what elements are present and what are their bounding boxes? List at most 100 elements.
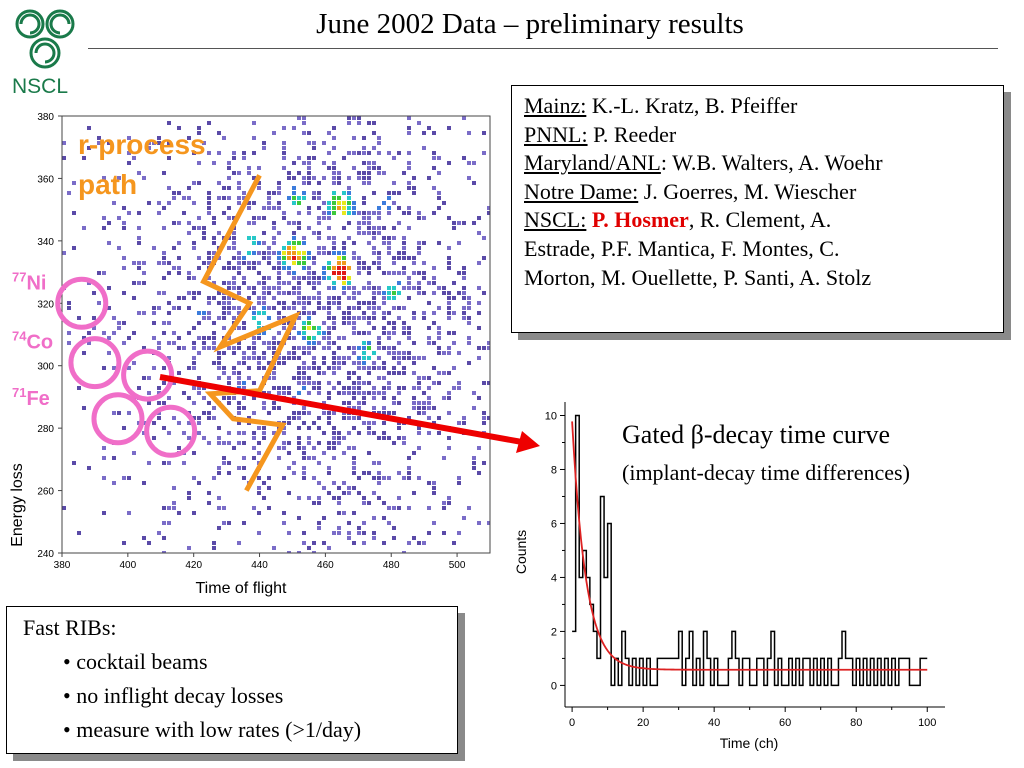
heatmap-cell (392, 411, 396, 415)
heatmap-cell (372, 121, 376, 125)
heatmap-cell (252, 121, 256, 125)
heatmap-cell (437, 191, 441, 195)
heatmap-cell (102, 446, 106, 450)
heatmap-cell (312, 141, 316, 145)
heatmap-cell (152, 436, 156, 440)
heatmap-cell (472, 406, 476, 410)
heatmap-cell (182, 211, 186, 215)
heatmap-cell (192, 246, 196, 250)
heatmap-cell (197, 226, 201, 230)
heatmap-cell (252, 201, 256, 205)
heatmap-cell (407, 161, 411, 165)
heatmap-cell (242, 381, 246, 385)
heatmap-cell (307, 166, 311, 170)
heatmap-cell (202, 226, 206, 230)
heatmap-cell (202, 346, 206, 350)
heatmap-cell (407, 356, 411, 360)
heatmap-cell (447, 261, 451, 265)
heatmap-cell (362, 531, 366, 535)
heatmap-cell (222, 266, 226, 270)
heatmap-cell (162, 536, 166, 540)
names-text: K.-L. Kratz, B. Pfeiffer (586, 93, 798, 118)
heatmap-cell (122, 206, 126, 210)
heatmap-cell (357, 316, 361, 320)
heatmap-cell (362, 401, 366, 405)
heatmap-cell (377, 226, 381, 230)
heatmap-cell (227, 346, 231, 350)
heatmap-cell (237, 411, 241, 415)
heatmap-cell (137, 241, 141, 245)
heatmap-cell (97, 141, 101, 145)
heatmap-cell (392, 321, 396, 325)
heatmap-cell (332, 251, 336, 255)
heatmap-cell (202, 261, 206, 265)
heatmap-cell (132, 296, 136, 300)
heatmap-cell (282, 521, 286, 525)
isotope-label: 71Fe (12, 385, 50, 410)
heatmap-cell (167, 431, 171, 435)
heatmap-cell (162, 291, 166, 295)
heatmap-cell (312, 276, 316, 280)
heatmap-cell (252, 446, 256, 450)
heatmap-cell (352, 466, 356, 470)
heatmap-cell (112, 331, 116, 335)
heatmap-cell (252, 431, 256, 435)
x-tick-label: 40 (708, 717, 720, 729)
heatmap-cell (262, 141, 266, 145)
heatmap-cell (342, 261, 346, 265)
heatmap-cell (217, 316, 221, 320)
heatmap-cell (222, 371, 226, 375)
heatmap-cell (247, 356, 251, 360)
heatmap-cell (332, 446, 336, 450)
heatmap-cell (282, 261, 286, 265)
heatmap-cell (327, 331, 331, 335)
heatmap-cell (237, 201, 241, 205)
heatmap-cell (252, 236, 256, 240)
heatmap-cell (377, 306, 381, 310)
heatmap-cell (272, 131, 276, 135)
heatmap-cell (252, 316, 256, 320)
heatmap-cell (447, 256, 451, 260)
heatmap-cell (332, 191, 336, 195)
heatmap-cell (357, 491, 361, 495)
heatmap-cell (402, 266, 406, 270)
heatmap-cell (232, 151, 236, 155)
heatmap-cell (272, 236, 276, 240)
heatmap-cell (112, 316, 116, 320)
heatmap-cell (182, 461, 186, 465)
heatmap-cell (192, 291, 196, 295)
heatmap-cell (307, 391, 311, 395)
heatmap-cell (457, 291, 461, 295)
heatmap-cell (342, 451, 346, 455)
heatmap-cell (317, 181, 321, 185)
heatmap-cell (382, 411, 386, 415)
heatmap-cell (402, 171, 406, 175)
heatmap-cell (397, 356, 401, 360)
heatmap-cell (407, 326, 411, 330)
heatmap-cell (412, 406, 416, 410)
heatmap-cell (112, 366, 116, 370)
y-tick-label: 280 (37, 424, 54, 435)
heatmap-cell (397, 256, 401, 260)
heatmap-cell (387, 336, 391, 340)
heatmap-cell (367, 471, 371, 475)
collaborator-line: Mainz: K.-L. Kratz, B. Pfeiffer (524, 92, 1003, 121)
heatmap-cell (362, 221, 366, 225)
heatmap-cell (342, 241, 346, 245)
heatmap-cell (322, 541, 326, 545)
heatmap-cell (402, 366, 406, 370)
heatmap-cell (92, 316, 96, 320)
heatmap-cell (227, 431, 231, 435)
heatmap-cell (387, 251, 391, 255)
heatmap-cell (437, 351, 441, 355)
heatmap-cell (337, 391, 341, 395)
heatmap-cell (112, 201, 116, 205)
heatmap-cell (227, 261, 231, 265)
heatmap-cell (427, 416, 431, 420)
heatmap-cell (482, 131, 486, 135)
heatmap-cell (192, 276, 196, 280)
heatmap-cell (332, 296, 336, 300)
heatmap-cell (217, 466, 221, 470)
y-tick-label: 2 (551, 626, 557, 638)
